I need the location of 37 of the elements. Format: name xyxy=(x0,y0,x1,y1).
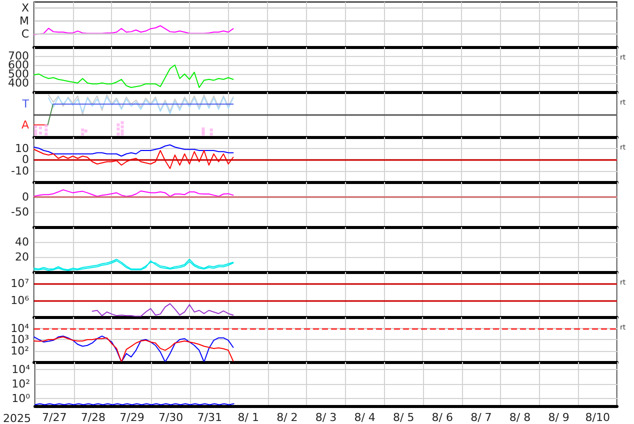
y-tick-label: 40 xyxy=(15,236,29,248)
x-tick-label: 8/ 4 xyxy=(354,411,376,424)
x-tick-label: 8/ 9 xyxy=(548,411,570,424)
ref-line-label: X xyxy=(21,1,30,14)
y-tick-label: 0 xyxy=(22,190,29,204)
x-tick-label: 7/28 xyxy=(80,411,106,424)
y-tick-label: 10⁴ xyxy=(12,362,31,376)
x-tick-label: 7/27 xyxy=(42,411,67,424)
y-tick-label: 10⁰ xyxy=(12,392,31,406)
y-tick-label: 10⁷ xyxy=(10,277,29,290)
x-tick-label: 7/29 xyxy=(120,411,144,424)
x-axis-title: 2025 xyxy=(2,412,31,424)
y-tick-label: 10⁶ xyxy=(10,294,30,307)
y-tick-label: -50 xyxy=(11,206,29,218)
ref-line-label: M xyxy=(20,14,29,28)
y-tick-label: 10² xyxy=(10,344,29,358)
x-tick-label: 8/10 xyxy=(585,411,610,424)
y-tick-label: 20 xyxy=(15,250,29,264)
x-tick-label: 8/ 8 xyxy=(509,411,531,424)
x-tick-label: 8/ 7 xyxy=(470,411,492,424)
y-tick-label: -10 xyxy=(11,164,29,178)
x-tick-label: 7/31 xyxy=(197,411,222,424)
x-tick-label: 8/ 1 xyxy=(238,411,259,424)
x-tick-label: 8/ 3 xyxy=(315,411,337,424)
y-tick-label: 10³ xyxy=(10,333,29,346)
x-tick-label: 8/ 2 xyxy=(276,411,298,424)
ref-line-label: C xyxy=(21,28,30,41)
y-tick-label: 10² xyxy=(12,378,30,390)
series-label: A xyxy=(21,118,30,132)
x-tick-label: 7/30 xyxy=(158,411,184,424)
y-tick-label: 10⁴ xyxy=(10,322,30,335)
text: T xyxy=(21,98,30,111)
y-tick-label: 400 xyxy=(8,76,29,90)
x-tick-label: 8/ 6 xyxy=(432,411,453,424)
x-tick-label: 8/ 5 xyxy=(392,411,414,424)
y-tick-label: 0 xyxy=(22,153,29,166)
y-tick-label: 10 xyxy=(15,142,29,155)
